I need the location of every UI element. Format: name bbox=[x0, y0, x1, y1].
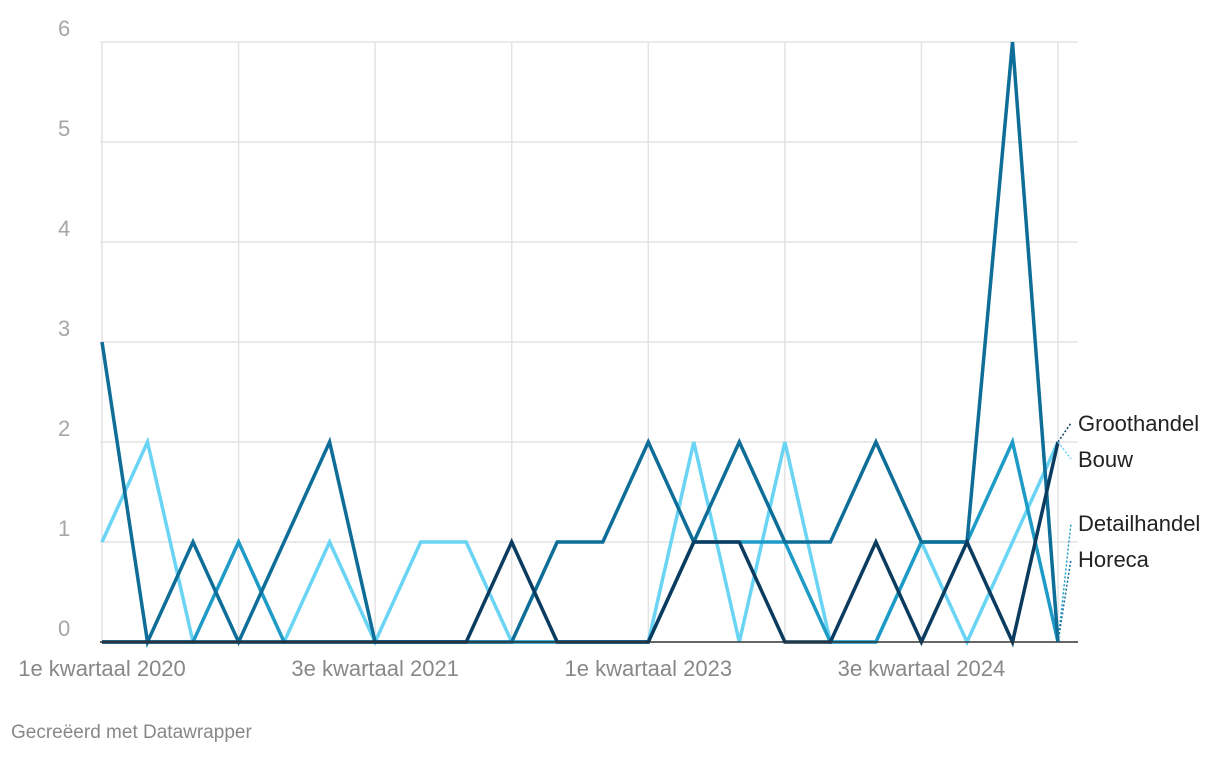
label-connector bbox=[1057, 522, 1072, 643]
x-tick-label: 3e kwartaal 2024 bbox=[838, 656, 1006, 681]
x-axis-ticks: 1e kwartaal 2020 3e kwartaal 2021 1e kwart… bbox=[18, 656, 1005, 681]
y-tick-label: 3 bbox=[58, 316, 70, 341]
y-tick-label: 5 bbox=[58, 116, 70, 141]
series-label-horeca: Horeca bbox=[1078, 547, 1150, 572]
y-tick-label: 6 bbox=[58, 16, 70, 41]
x-tick-label: 3e kwartaal 2021 bbox=[291, 656, 459, 681]
label-connector bbox=[1057, 558, 1072, 643]
label-connector bbox=[1057, 422, 1072, 443]
series-line-horeca bbox=[100, 41, 1060, 649]
series-labels: Groothandel Bouw Detailhandel Horeca bbox=[1057, 411, 1200, 643]
series-label-detailhandel: Detailhandel bbox=[1078, 511, 1200, 536]
x-tick-label: 1e kwartaal 2020 bbox=[18, 656, 186, 681]
grid bbox=[100, 41, 1078, 642]
y-tick-label: 2 bbox=[58, 416, 70, 441]
footer-credit: Gecreëerd met Datawrapper bbox=[11, 722, 252, 743]
x-tick-label: 1e kwartaal 2023 bbox=[565, 656, 733, 681]
series-label-bouw: Bouw bbox=[1078, 447, 1133, 472]
label-connector bbox=[1057, 441, 1072, 460]
y-tick-label: 1 bbox=[58, 516, 70, 541]
y-axis-ticks: 0 1 2 3 4 5 6 bbox=[58, 16, 70, 641]
y-tick-label: 4 bbox=[58, 216, 70, 241]
y-tick-label: 0 bbox=[58, 616, 70, 641]
series-label-groothandel: Groothandel bbox=[1078, 411, 1199, 436]
